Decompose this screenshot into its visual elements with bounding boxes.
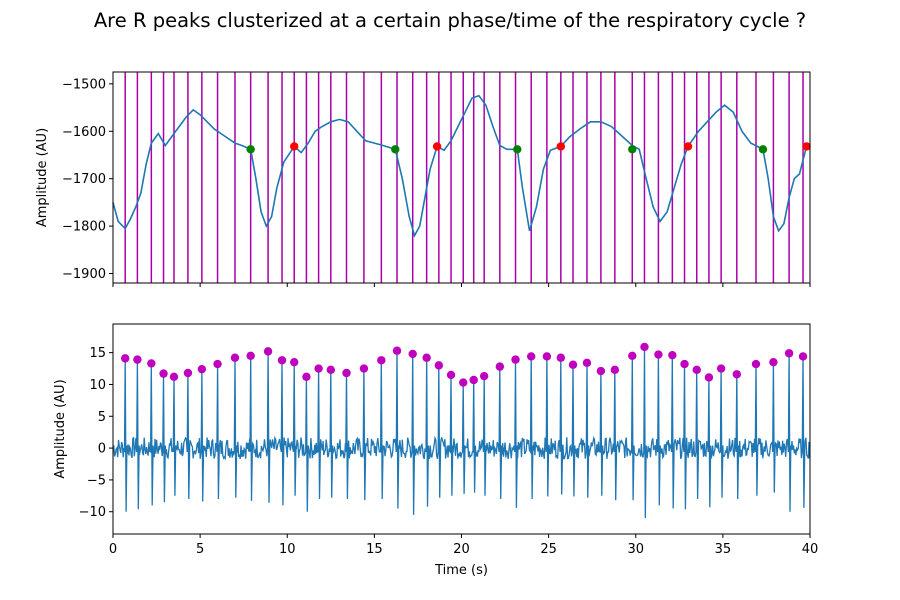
x-axis-label: Time (s) <box>434 563 488 578</box>
rpeak-marker <box>511 355 520 364</box>
y-tick-label: 5 <box>98 410 106 425</box>
y-tick-label: −1800 <box>62 220 106 235</box>
expiration-onset-marker <box>290 142 299 151</box>
x-tick-label: 40 <box>802 542 819 557</box>
y-tick-label: −5 <box>87 473 106 488</box>
phase-markers <box>246 142 811 154</box>
inspiration-onset-marker <box>758 145 768 154</box>
rpeak-marker <box>596 366 606 376</box>
rpeak-marker <box>469 375 478 385</box>
rpeak-marker <box>342 368 351 378</box>
rpeak-marker <box>542 352 552 361</box>
inspiration-onset-marker <box>391 145 400 154</box>
rpeak-marker <box>263 347 273 356</box>
expiration-onset-marker <box>802 142 811 151</box>
rpeak-marker <box>784 349 794 358</box>
rpeak-markers <box>120 342 808 387</box>
bottom-y-ticks: −10 −5 0 5 10 15 <box>79 346 113 520</box>
respiration-panel: −1900 −1800 −1700 −1600 −1500 Amplitude (AU) <box>35 71 811 287</box>
expiration-onset-marker <box>556 142 566 151</box>
rpeak-marker <box>527 352 536 361</box>
rpeak-marker <box>446 370 456 380</box>
rpeak-marker <box>120 354 130 363</box>
rpeak-marker <box>422 353 431 362</box>
top-y-axis-label: Amplitude (AU) <box>35 128 50 227</box>
inspiration-onset-marker <box>246 145 255 154</box>
inspiration-onset-marker <box>513 145 522 154</box>
x-tick-label: 25 <box>540 542 557 557</box>
rpeak-marker <box>654 350 663 359</box>
x-tick-label: 35 <box>715 542 732 557</box>
rpeak-marker <box>314 364 323 373</box>
rpeak-marker <box>133 355 142 364</box>
rpeak-marker <box>183 368 193 378</box>
rpeak-marker <box>147 359 156 368</box>
rpeak-marker <box>680 359 689 369</box>
rpeak-marker <box>692 365 701 375</box>
rpeak-marker <box>582 358 592 368</box>
rpeak-marker <box>359 364 369 373</box>
rpeak-marker <box>326 365 336 375</box>
expiration-onset-marker <box>432 142 442 151</box>
y-tick-label: 0 <box>98 442 106 457</box>
rpeak-marker <box>479 371 489 381</box>
rpeak-marker <box>628 351 637 361</box>
rpeak-marker <box>197 364 207 374</box>
rpeak-marker <box>751 359 761 369</box>
rpeak-marker <box>290 357 299 367</box>
y-tick-label: −1900 <box>62 267 106 282</box>
respiration-signal-line <box>112 94 810 238</box>
x-tick-label: 30 <box>627 542 644 557</box>
x-tick-label: 0 <box>109 542 117 557</box>
rpeak-marker <box>392 346 402 355</box>
rpeak-marker <box>213 359 222 369</box>
ecg-panel: −10 −5 0 5 10 15 0 5 10 15 20 25 30 35 40 Amplitude (… <box>53 323 818 578</box>
rpeak-marker <box>169 372 179 382</box>
bottom-x-ticks: 0 5 10 15 20 25 30 35 40 <box>109 534 818 557</box>
rpeak-marker <box>277 356 287 365</box>
expiration-onset-marker <box>683 142 693 151</box>
y-tick-label: 10 <box>89 378 106 393</box>
rpeak-marker <box>610 365 620 375</box>
y-tick-label: −1600 <box>62 125 106 140</box>
rpeak-lines <box>124 72 804 283</box>
rpeak-marker <box>716 364 726 373</box>
x-tick-label: 10 <box>279 542 296 557</box>
top-x-ticks <box>112 283 811 287</box>
y-tick-label: −1500 <box>62 77 106 92</box>
ecg-signal-line <box>112 346 811 519</box>
rpeak-marker <box>159 369 168 378</box>
rpeak-marker <box>798 352 808 361</box>
chart-title: Are R peaks clusterized at a certain pha… <box>94 9 806 32</box>
bottom-y-axis-label: Amplitude (AU) <box>53 379 68 478</box>
x-tick-label: 20 <box>453 542 470 557</box>
rpeak-marker <box>246 351 255 361</box>
rpeak-marker <box>495 362 505 371</box>
rpeak-marker <box>769 357 778 367</box>
rpeak-marker <box>377 356 386 365</box>
rpeak-marker <box>302 372 311 382</box>
rpeak-marker <box>568 360 578 369</box>
rpeak-marker <box>459 378 468 387</box>
rpeak-marker <box>230 353 240 362</box>
y-tick-label: −10 <box>79 505 106 520</box>
rpeak-marker <box>704 373 714 382</box>
rpeak-marker <box>434 361 444 370</box>
y-tick-label: 15 <box>89 346 106 361</box>
rpeak-marker <box>732 370 742 379</box>
top-y-ticks: −1900 −1800 −1700 −1600 −1500 <box>62 77 113 282</box>
x-tick-label: 5 <box>196 542 204 557</box>
rpeak-marker <box>408 349 417 359</box>
inspiration-onset-marker <box>628 145 637 154</box>
rpeak-marker <box>556 353 566 362</box>
x-tick-label: 15 <box>366 542 383 557</box>
rpeak-marker <box>640 342 649 352</box>
rpeak-marker <box>668 350 677 360</box>
y-tick-label: −1700 <box>62 172 106 187</box>
